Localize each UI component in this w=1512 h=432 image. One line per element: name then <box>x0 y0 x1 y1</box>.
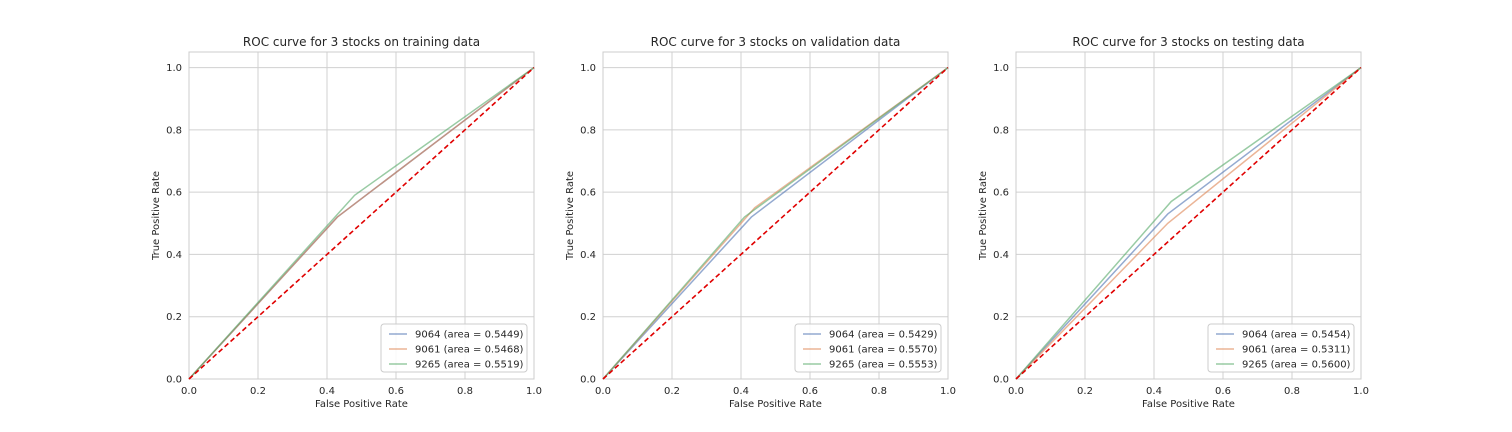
legend-label: 9061 (area = 0.5311) <box>1242 345 1351 356</box>
legend-box <box>1207 323 1355 373</box>
x-tick-label: 0.4 <box>319 386 335 397</box>
y-tick-label: 0.6 <box>993 188 1009 199</box>
chart-title: ROC curve for 3 stocks on training data <box>243 35 480 49</box>
series-line-1 <box>602 66 949 380</box>
chart-title: ROC curve for 3 stocks on validation dat… <box>651 35 901 49</box>
chart-panel-1: 0.0 0.2 0.4 0.6 0.8 1.0 0.0 0.2 0.4 0.6 0.8 1.0 ROC … <box>151 35 542 410</box>
x-tick-label: 0.2 <box>250 386 266 397</box>
y-tick-label: 0.6 <box>580 188 596 199</box>
y-tick-label: 0.4 <box>580 250 596 261</box>
x-tick-label: 0.8 <box>457 386 473 397</box>
x-axis-label: False Positive Rate <box>315 399 408 410</box>
x-tick-label: 0.2 <box>664 386 680 397</box>
legend-label: 9061 (area = 0.5570) <box>829 345 938 356</box>
x-tick-label: 1.0 <box>526 386 542 397</box>
x-axis-label: False Positive Rate <box>1142 399 1235 410</box>
x-tick-label: 0.4 <box>1146 386 1162 397</box>
legend-label: 9265 (area = 0.5519) <box>415 360 524 371</box>
x-tick-label: 0.2 <box>1077 386 1093 397</box>
y-tick-label: 0.2 <box>166 312 182 323</box>
y-tick-label: 1.0 <box>580 63 596 74</box>
series-line-3 <box>1015 66 1362 380</box>
x-tick-label: 0.8 <box>871 386 887 397</box>
chart-panel-3: 0.0 0.2 0.4 0.6 0.8 1.0 0.0 0.2 0.4 0.6 0.8 1.0 ROC … <box>978 35 1369 410</box>
x-tick-label: 0.4 <box>733 386 749 397</box>
y-axis-label: True Positive Rate <box>151 171 162 261</box>
y-tick-label: 1.0 <box>993 63 1009 74</box>
plot-frame <box>188 51 535 380</box>
series-line-3 <box>602 66 949 380</box>
chart-title: ROC curve for 3 stocks on testing data <box>1072 35 1304 49</box>
y-tick-label: 1.0 <box>166 63 182 74</box>
x-tick-label: 0.8 <box>1284 386 1300 397</box>
legend-label: 9064 (area = 0.5449) <box>415 330 524 341</box>
y-tick-label: 0.6 <box>166 188 182 199</box>
y-tick-label: 0.4 <box>166 250 182 261</box>
diagonal-reference-line <box>188 66 535 380</box>
x-tick-label: 0.0 <box>595 386 611 397</box>
x-axis-label: False Positive Rate <box>729 399 822 410</box>
y-tick-label: 0.8 <box>993 125 1009 136</box>
legend-label: 9061 (area = 0.5468) <box>415 345 524 356</box>
y-tick-label: 0.0 <box>993 375 1009 386</box>
y-tick-label: 0.4 <box>993 250 1009 261</box>
legend-box <box>380 323 528 373</box>
legend-label: 9265 (area = 0.5600) <box>1242 360 1351 371</box>
series-line-3 <box>188 66 535 380</box>
y-tick-label: 0.2 <box>993 312 1009 323</box>
x-tick-label: 0.0 <box>181 386 197 397</box>
y-tick-label: 0.2 <box>580 312 596 323</box>
x-tick-label: 0.6 <box>388 386 404 397</box>
y-axis-label: True Positive Rate <box>978 171 989 261</box>
plot-frame <box>602 51 949 380</box>
y-tick-label: 0.0 <box>580 375 596 386</box>
series-line-1 <box>1015 66 1362 380</box>
legend-label: 9265 (area = 0.5553) <box>829 360 938 371</box>
y-axis-label: True Positive Rate <box>565 171 576 261</box>
plot-frame <box>1015 51 1362 380</box>
legend-box <box>794 323 942 373</box>
diagonal-reference-line <box>1015 66 1362 380</box>
series-line-2 <box>1015 66 1362 380</box>
y-tick-label: 0.8 <box>580 125 596 136</box>
legend-label: 9064 (area = 0.5454) <box>1242 330 1351 341</box>
diagonal-reference-line <box>602 66 949 380</box>
x-tick-label: 0.6 <box>802 386 818 397</box>
x-tick-label: 0.6 <box>1215 386 1231 397</box>
x-tick-label: 1.0 <box>1353 386 1369 397</box>
x-tick-label: 1.0 <box>940 386 956 397</box>
y-tick-label: 0.8 <box>166 125 182 136</box>
legend-label: 9064 (area = 0.5429) <box>829 330 938 341</box>
x-tick-label: 0.0 <box>1008 386 1024 397</box>
chart-panel-2: 0.0 0.2 0.4 0.6 0.8 1.0 0.0 0.2 0.4 0.6 0.8 1.0 ROC … <box>565 35 956 410</box>
y-tick-label: 0.0 <box>166 375 182 386</box>
